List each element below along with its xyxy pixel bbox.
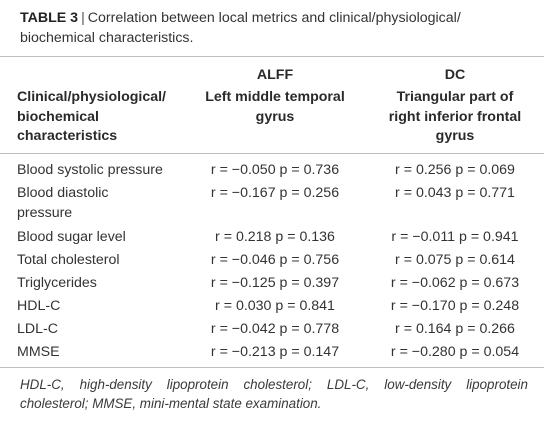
row-characteristic-line-2: pressure: [17, 204, 73, 221]
row-dc-value: r = −0.011 p = 0.941: [391, 229, 519, 245]
header-dc-region: Triangular part of right inferior fronta…: [370, 88, 540, 147]
row-characteristic: Blood systolic pressure: [17, 162, 163, 178]
header-dc-region-line-2: right inferior frontal: [388, 108, 522, 125]
row-alff-value: r = 0.030 p = 0.841: [215, 298, 335, 314]
row-dc-value: r = 0.256 p = 0.069: [395, 162, 515, 178]
row-dc-value: r = 0.164 p = 0.266: [395, 321, 515, 337]
table-caption: TABLE 3 | Correlation between local metric…: [20, 8, 530, 48]
table-footnote: HDL-C, high-density lipoprotein choleste…: [20, 377, 528, 411]
row-alff-value: r = −0.125 p = 0.397: [210, 275, 340, 291]
row-dc-value: r = 0.043 p = 0.771: [395, 185, 515, 201]
header-alff-region: Left middle temporal gyrus: [190, 88, 360, 127]
caption-title-line-2: biochemical characteristics.: [20, 30, 194, 46]
caption-separator: |: [81, 10, 85, 26]
row-dc-value: r = 0.075 p = 0.614: [395, 252, 515, 268]
row-dc-value: r = −0.280 p = 0.054: [390, 344, 520, 360]
row-characteristic: Blood diastolic pressure: [17, 184, 187, 223]
header-characteristics: Clinical/physiological/ biochemical char…: [17, 88, 166, 147]
row-characteristic: LDL-C: [17, 321, 58, 337]
header-dc: DC: [444, 67, 466, 83]
header-characteristics-line-2: biochemical: [17, 108, 100, 125]
header-characteristics-line-1: Clinical/physiological/: [17, 89, 167, 105]
row-alff-value: r = −0.050 p = 0.736: [210, 162, 340, 178]
row-characteristic: Blood sugar level: [17, 229, 126, 245]
header-characteristics-line-3: characteristics: [17, 128, 118, 144]
row-alff-value: r = −0.046 p = 0.756: [210, 252, 340, 268]
row-dc-value: r = −0.062 p = 0.673: [390, 275, 520, 291]
header-alff: ALFF: [256, 67, 294, 83]
header-alff-region-line-1: Left middle temporal: [205, 89, 345, 105]
row-alff-value: r = −0.213 p = 0.147: [210, 344, 340, 360]
row-characteristic: Triglycerides: [17, 275, 97, 291]
row-alff-value: r = 0.218 p = 0.136: [215, 229, 335, 245]
caption-line-1: TABLE 3 | Correlation between local metric…: [20, 8, 530, 28]
row-characteristic: Total cholesterol: [17, 252, 120, 268]
row-dc-value: r = −0.170 p = 0.248: [390, 298, 520, 314]
header-dc-region-line-1: Triangular part of: [396, 89, 514, 105]
row-alff-value: r = −0.167 p = 0.256: [210, 185, 340, 201]
row-alff-value: r = −0.042 p = 0.778: [210, 321, 340, 337]
caption-title-line-1: Correlation between local metrics and cl…: [87, 10, 461, 26]
header-rule: [0, 153, 544, 154]
row-characteristic: MMSE: [17, 344, 60, 360]
header-dc-region-line-3: gyrus: [435, 128, 475, 144]
top-rule: [0, 56, 544, 57]
row-characteristic-line-1: Blood diastolic: [17, 185, 109, 201]
bottom-rule: [0, 367, 544, 368]
row-characteristic: HDL-C: [17, 298, 61, 314]
table-label: TABLE 3: [20, 10, 79, 26]
header-alff-region-line-2: gyrus: [255, 108, 295, 125]
